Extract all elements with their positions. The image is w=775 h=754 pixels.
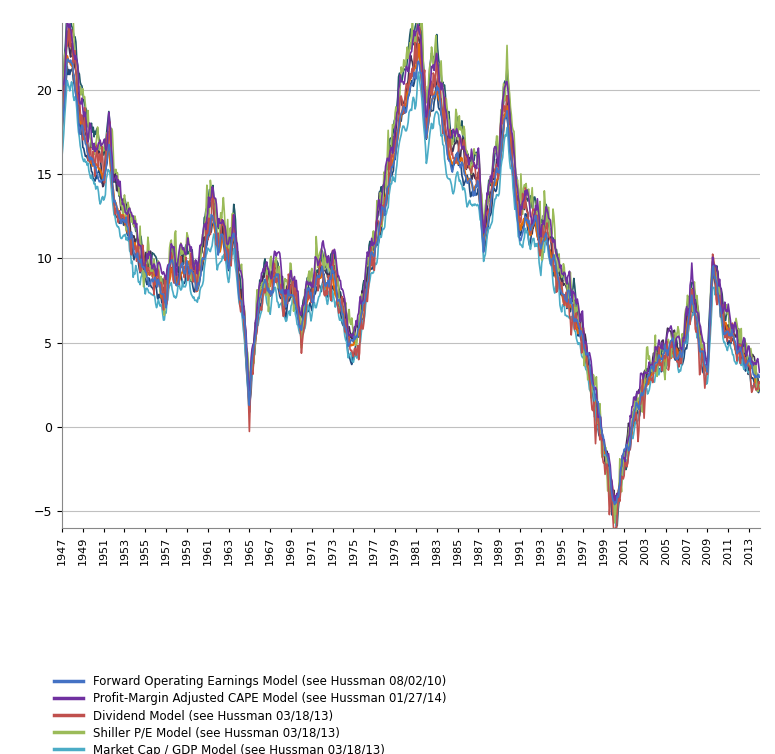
Average xyxy=(414,39,423,48)
Average xyxy=(57,122,67,131)
Forward Operating Earnings Model (see Hussman 08/02/10) xyxy=(755,372,764,382)
Market Cap / GDP Model (see Hussman 03/18/13) xyxy=(611,522,621,531)
Profit-Margin Adjusted CAPE Model (see Hussman 01/27/14) xyxy=(610,500,619,509)
Forward Operating Earnings Model (see Hussman 08/02/10) xyxy=(610,500,619,509)
Line: Profit-Margin Adjusted CAPE Model (see Hussman 01/27/14): Profit-Margin Adjusted CAPE Model (see H… xyxy=(62,23,760,504)
Average xyxy=(498,141,507,150)
Tobin's Q Model xyxy=(611,522,621,531)
Actual Subsequent 10-year S&P 500 nominal total annual return xyxy=(57,93,67,103)
Line: Tobin's Q Model: Tobin's Q Model xyxy=(62,48,760,526)
Shiller P/E Model (see Hussman 03/18/13) xyxy=(498,104,507,113)
Tobin's Q Model xyxy=(307,306,316,315)
Dividend Model (see Hussman 03/18/13) xyxy=(64,20,74,29)
Revenue Model xyxy=(57,119,67,128)
Dividend Model (see Hussman 03/18/13) xyxy=(253,311,263,320)
Dividend Model (see Hussman 03/18/13) xyxy=(108,183,117,192)
Profit-Margin Adjusted CAPE Model (see Hussman 01/27/14) xyxy=(755,368,764,377)
Line: Actual Subsequent 10-year S&P 500 nominal total annual return: Actual Subsequent 10-year S&P 500 nomina… xyxy=(62,9,760,526)
Profit-Margin Adjusted CAPE Model (see Hussman 01/27/14) xyxy=(253,295,263,304)
Revenue Model xyxy=(308,286,317,295)
Actual Subsequent 10-year S&P 500 nominal total annual return xyxy=(108,161,117,170)
Line: Shiller P/E Model (see Hussman 03/18/13): Shiller P/E Model (see Hussman 03/18/13) xyxy=(62,0,760,523)
Line: Forward Operating Earnings Model (see Hussman 08/02/10): Forward Operating Earnings Model (see Hu… xyxy=(62,59,760,504)
Average xyxy=(122,227,132,236)
Tobin's Q Model xyxy=(414,43,423,52)
Actual Subsequent 10-year S&P 500 nominal total annual return xyxy=(64,5,74,14)
Forward Operating Earnings Model (see Hussman 08/02/10) xyxy=(308,297,317,306)
Average xyxy=(107,169,116,178)
Market Cap / GDP Model (see Hussman 03/18/13) xyxy=(498,156,507,165)
Line: Revenue Model: Revenue Model xyxy=(62,31,760,514)
Tobin's Q Model xyxy=(755,385,764,394)
Shiller P/E Model (see Hussman 03/18/13) xyxy=(610,518,619,527)
Forward Operating Earnings Model (see Hussman 08/02/10) xyxy=(123,223,133,232)
Forward Operating Earnings Model (see Hussman 08/02/10) xyxy=(57,123,67,132)
Tobin's Q Model xyxy=(122,229,132,238)
Tobin's Q Model xyxy=(253,317,262,326)
Actual Subsequent 10-year S&P 500 nominal total annual return xyxy=(308,277,317,286)
Dividend Model (see Hussman 03/18/13) xyxy=(308,277,317,286)
Shiller P/E Model (see Hussman 03/18/13) xyxy=(108,127,117,136)
Average xyxy=(687,296,697,305)
Profit-Margin Adjusted CAPE Model (see Hussman 01/27/14) xyxy=(498,109,507,118)
Revenue Model xyxy=(687,284,697,293)
Revenue Model xyxy=(755,378,764,387)
Dividend Model (see Hussman 03/18/13) xyxy=(611,529,621,538)
Shiller P/E Model (see Hussman 03/18/13) xyxy=(253,302,263,311)
Actual Subsequent 10-year S&P 500 nominal total annual return xyxy=(498,108,507,117)
Market Cap / GDP Model (see Hussman 03/18/13) xyxy=(107,185,116,195)
Revenue Model xyxy=(498,117,507,126)
Revenue Model xyxy=(63,26,72,35)
Shiller P/E Model (see Hussman 03/18/13) xyxy=(123,198,133,207)
Market Cap / GDP Model (see Hussman 03/18/13) xyxy=(307,311,316,320)
Profit-Margin Adjusted CAPE Model (see Hussman 01/27/14) xyxy=(123,207,133,216)
Tobin's Q Model xyxy=(498,146,507,155)
Profit-Margin Adjusted CAPE Model (see Hussman 01/27/14) xyxy=(687,259,697,268)
Shiller P/E Model (see Hussman 03/18/13) xyxy=(308,280,317,290)
Profit-Margin Adjusted CAPE Model (see Hussman 01/27/14) xyxy=(308,283,317,292)
Dividend Model (see Hussman 03/18/13) xyxy=(123,210,133,219)
Actual Subsequent 10-year S&P 500 nominal total annual return xyxy=(253,300,263,309)
Legend: Forward Operating Earnings Model (see Hussman 08/02/10), Profit-Margin Adjusted : Forward Operating Earnings Model (see Hu… xyxy=(54,675,473,754)
Forward Operating Earnings Model (see Hussman 08/02/10) xyxy=(253,310,263,319)
Actual Subsequent 10-year S&P 500 nominal total annual return xyxy=(755,381,764,390)
Dividend Model (see Hussman 03/18/13) xyxy=(755,379,764,388)
Profit-Margin Adjusted CAPE Model (see Hussman 01/27/14) xyxy=(108,155,117,164)
Line: Dividend Model (see Hussman 03/18/13): Dividend Model (see Hussman 03/18/13) xyxy=(62,25,760,534)
Dividend Model (see Hussman 03/18/13) xyxy=(687,285,697,294)
Forward Operating Earnings Model (see Hussman 08/02/10) xyxy=(108,176,117,185)
Revenue Model xyxy=(611,510,621,519)
Revenue Model xyxy=(108,177,117,186)
Market Cap / GDP Model (see Hussman 03/18/13) xyxy=(253,321,262,330)
Average xyxy=(611,510,621,519)
Profit-Margin Adjusted CAPE Model (see Hussman 01/27/14) xyxy=(57,95,67,104)
Tobin's Q Model xyxy=(57,128,67,137)
Shiller P/E Model (see Hussman 03/18/13) xyxy=(687,287,697,296)
Market Cap / GDP Model (see Hussman 03/18/13) xyxy=(687,312,697,321)
Average xyxy=(253,320,262,329)
Revenue Model xyxy=(123,201,133,210)
Average xyxy=(755,381,764,390)
Market Cap / GDP Model (see Hussman 03/18/13) xyxy=(57,152,67,161)
Line: Average: Average xyxy=(62,44,760,514)
Dividend Model (see Hussman 03/18/13) xyxy=(57,122,67,131)
Shiller P/E Model (see Hussman 03/18/13) xyxy=(57,100,67,109)
Shiller P/E Model (see Hussman 03/18/13) xyxy=(755,380,764,389)
Market Cap / GDP Model (see Hussman 03/18/13) xyxy=(122,233,132,242)
Forward Operating Earnings Model (see Hussman 08/02/10) xyxy=(64,54,73,63)
Forward Operating Earnings Model (see Hussman 08/02/10) xyxy=(687,290,697,299)
Tobin's Q Model xyxy=(107,172,116,181)
Market Cap / GDP Model (see Hussman 03/18/13) xyxy=(755,380,764,389)
Profit-Margin Adjusted CAPE Model (see Hussman 01/27/14) xyxy=(63,18,72,27)
Line: Market Cap / GDP Model (see Hussman 03/18/13): Market Cap / GDP Model (see Hussman 03/1… xyxy=(62,72,760,526)
Actual Subsequent 10-year S&P 500 nominal total annual return xyxy=(687,278,697,287)
Forward Operating Earnings Model (see Hussman 08/02/10) xyxy=(498,139,507,148)
Average xyxy=(307,293,316,302)
Actual Subsequent 10-year S&P 500 nominal total annual return xyxy=(612,521,622,530)
Actual Subsequent 10-year S&P 500 nominal total annual return xyxy=(123,211,133,220)
Revenue Model xyxy=(253,307,263,316)
Dividend Model (see Hussman 03/18/13) xyxy=(498,119,507,128)
Market Cap / GDP Model (see Hussman 03/18/13) xyxy=(414,68,423,77)
Tobin's Q Model xyxy=(687,307,697,316)
